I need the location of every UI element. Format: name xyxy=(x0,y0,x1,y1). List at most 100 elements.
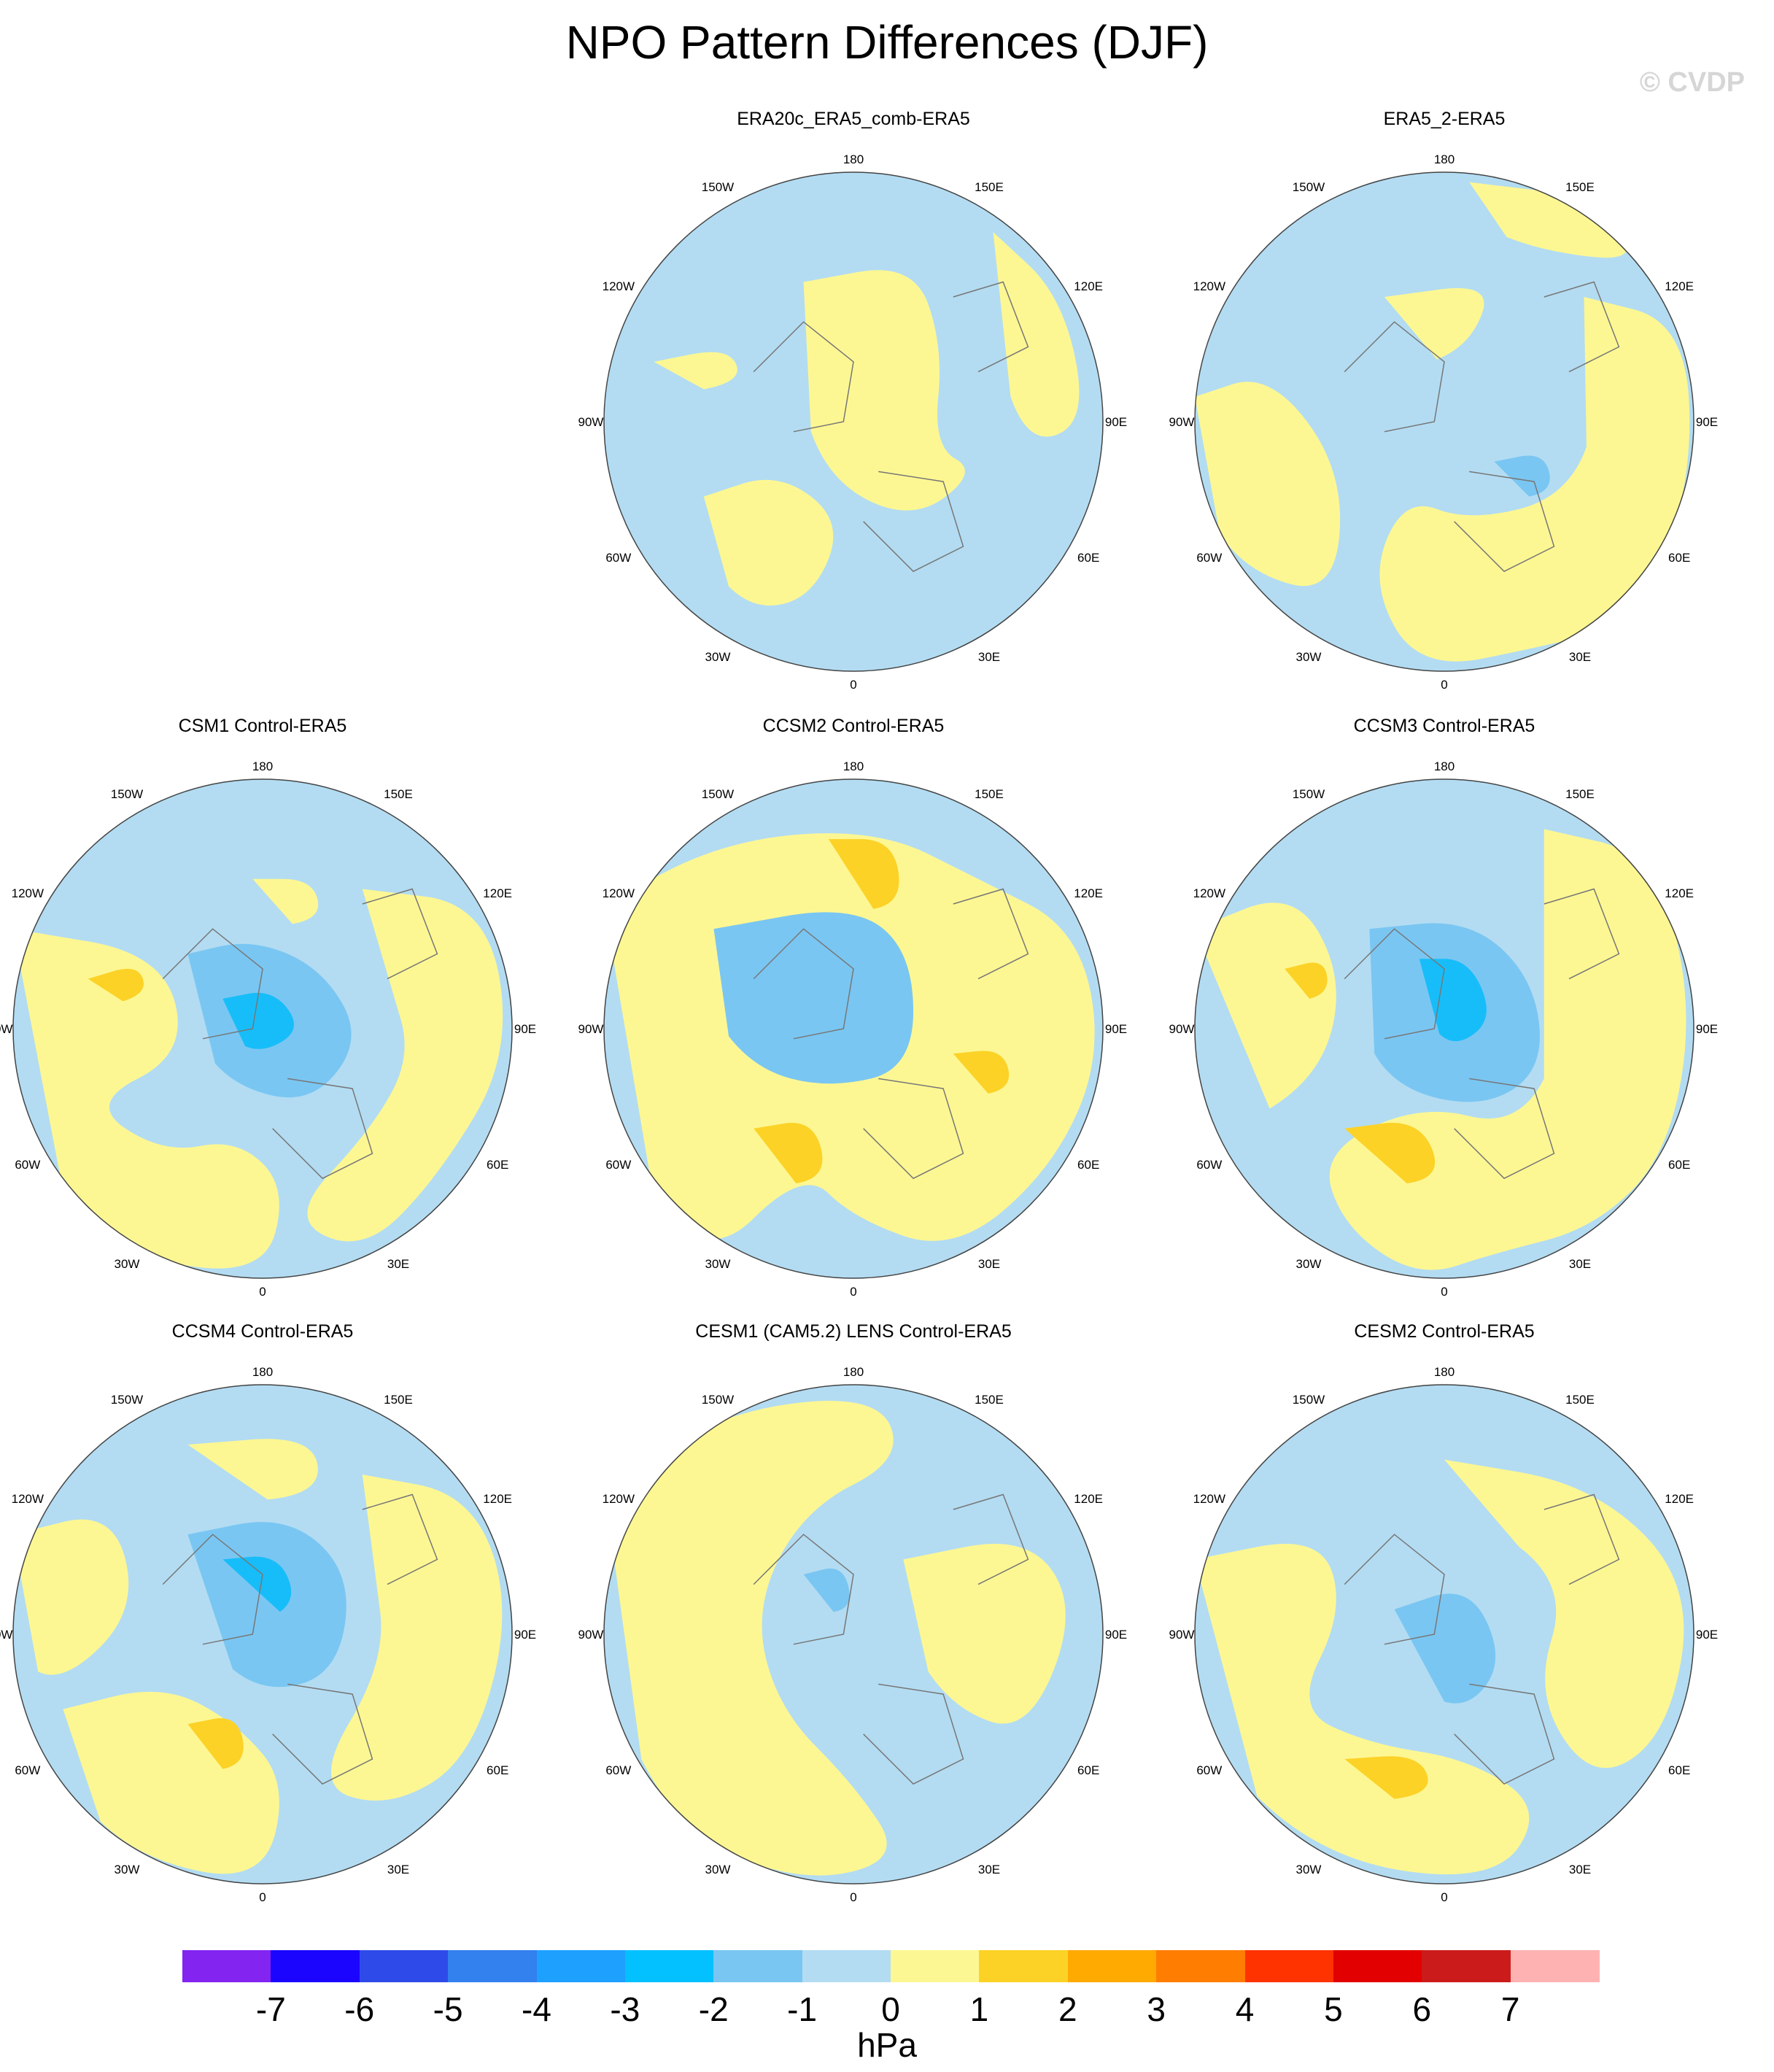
longitude-label: 180 xyxy=(843,759,864,773)
coastline xyxy=(953,1493,1029,1585)
longitude-label: 30W xyxy=(1296,1257,1322,1271)
map-border xyxy=(12,1384,513,1884)
colorbar-swatch xyxy=(182,1950,271,1982)
colorbar-units: hPa xyxy=(857,2026,917,2064)
colorbar-tick-label: -6 xyxy=(344,1990,375,2028)
coastline xyxy=(1344,928,1445,1040)
longitude-label: 90W xyxy=(578,1022,604,1036)
colorbar-tick-label: 6 xyxy=(1412,1990,1432,2028)
coastline xyxy=(1344,321,1445,433)
colorbar-swatch xyxy=(1244,1950,1334,1982)
longitude-label: 90W xyxy=(1169,1022,1195,1036)
contour-region xyxy=(331,1474,503,1801)
colorbar-tick-label: 1 xyxy=(969,1990,989,2028)
coastline xyxy=(1454,1683,1555,1785)
contour-region xyxy=(13,929,279,1269)
longitude-label: 30W xyxy=(1296,650,1322,664)
longitude-label: 180 xyxy=(843,1365,864,1379)
longitude-label: 90W xyxy=(0,1628,12,1642)
colorbar xyxy=(182,1950,1600,1982)
longitude-label: 60E xyxy=(1668,1158,1690,1172)
longitude-label: 30E xyxy=(978,650,1000,664)
longitude-label: 90W xyxy=(1169,1628,1195,1642)
longitude-label: 120E xyxy=(1074,1492,1103,1506)
colorbar-swatch xyxy=(536,1950,626,1982)
longitude-label: 60W xyxy=(605,1763,631,1777)
longitude-label: 180 xyxy=(1434,152,1455,166)
contour-region xyxy=(754,1122,823,1184)
map-border xyxy=(1194,171,1694,672)
longitude-label: 150E xyxy=(384,787,413,801)
longitude-label: 150E xyxy=(975,787,1004,801)
colorbar-tick-label: -5 xyxy=(433,1990,463,2028)
longitude-label: 180 xyxy=(1434,1365,1455,1379)
longitude-label: 120E xyxy=(1665,886,1694,900)
longitude-label: 90W xyxy=(578,415,604,429)
longitude-label: 120E xyxy=(1665,1492,1694,1506)
longitude-label: 120W xyxy=(603,886,635,900)
map-panel: CCSM3 Control-ERA5 180 150E 120E 90E 60E 30E 0 3… xyxy=(1169,715,1719,1306)
panel-title: CCSM4 Control-ERA5 xyxy=(171,1321,354,1342)
colorbar-swatch xyxy=(271,1950,360,1982)
map-border xyxy=(1194,778,1694,1279)
longitude-label: 120W xyxy=(1193,1492,1225,1506)
contour-region xyxy=(1285,962,1328,999)
map-panel: CESM2 Control-ERA5 180 150E 120E 90E 60E 30E 0 3… xyxy=(1169,1321,1719,1911)
map-panel: CSM1 Control-ERA5 180 150E 120E 90E 60E 30E 0 30… xyxy=(0,715,536,1306)
colorbar-swatch xyxy=(979,1950,1069,1982)
map-border xyxy=(603,171,1104,672)
colorbar-tick-label: -3 xyxy=(610,1990,640,2028)
longitude-label: 30E xyxy=(978,1863,1000,1876)
map-panel: CESM1 (CAM5.2) LENS Control-ERA5 180 150E 1… xyxy=(578,1321,1128,1911)
longitude-label: 60E xyxy=(1668,1763,1690,1777)
colorbar-swatch xyxy=(624,1950,714,1982)
longitude-label: 120W xyxy=(12,1492,44,1506)
longitude-label: 120E xyxy=(483,1492,512,1506)
longitude-label: 60E xyxy=(1668,551,1690,565)
contour-region xyxy=(187,1718,244,1769)
longitude-label: 150E xyxy=(975,1393,1004,1407)
contour-region xyxy=(803,1568,850,1612)
colorbar-tick-label: -2 xyxy=(698,1990,729,2028)
coastline xyxy=(1543,1493,1620,1585)
longitude-label: 30E xyxy=(1569,1863,1591,1876)
colorbar-tick-label: 3 xyxy=(1147,1990,1166,2028)
coastline xyxy=(863,1078,964,1180)
panel-title: CCSM3 Control-ERA5 xyxy=(1353,716,1535,736)
contour-region xyxy=(252,878,319,924)
coastline xyxy=(362,888,438,980)
longitude-label: 0 xyxy=(1441,1285,1447,1299)
longitude-label: 90W xyxy=(1169,415,1195,429)
longitude-label: 60W xyxy=(1196,1763,1222,1777)
contour-region xyxy=(222,1556,292,1612)
polar-map: 180 150E 120E 90E 60E 30E 0 30W 60W 90W 120W 150W xyxy=(1169,1365,1719,1904)
longitude-label: 150W xyxy=(111,1393,143,1407)
longitude-label: 120W xyxy=(603,1492,635,1506)
longitude-label: 60W xyxy=(15,1158,40,1172)
longitude-label: 0 xyxy=(1441,678,1447,692)
coastline xyxy=(753,321,854,433)
map-border xyxy=(1194,1384,1694,1884)
map-panel: CCSM4 Control-ERA5 180 150E 120E 90E 60E 30E 0 3… xyxy=(0,1321,536,1911)
longitude-label: 0 xyxy=(850,1890,856,1904)
longitude-label: 150W xyxy=(702,1393,734,1407)
contour-region xyxy=(1384,287,1484,360)
longitude-label: 120E xyxy=(483,886,512,900)
coastline xyxy=(953,281,1029,373)
coastline xyxy=(1543,888,1620,980)
longitude-label: 150W xyxy=(702,180,734,194)
polar-map: 180 150E 120E 90E 60E 30E 0 30W 60W 90W 120W 150W xyxy=(0,759,536,1299)
contour-region xyxy=(803,270,965,511)
coastline xyxy=(162,928,263,1040)
longitude-label: 150W xyxy=(1293,180,1325,194)
colorbar-swatch xyxy=(1422,1950,1511,1982)
longitude-label: 60E xyxy=(487,1158,508,1172)
contour-region xyxy=(307,889,503,1242)
colorbar-tick-label: 4 xyxy=(1235,1990,1255,2028)
map-border xyxy=(603,1384,1104,1884)
colorbar-tick-label: 2 xyxy=(1058,1990,1077,2028)
contour-region xyxy=(993,232,1080,437)
colorbar-swatch xyxy=(448,1950,537,1982)
longitude-label: 150W xyxy=(702,787,734,801)
coastline xyxy=(863,1683,964,1785)
